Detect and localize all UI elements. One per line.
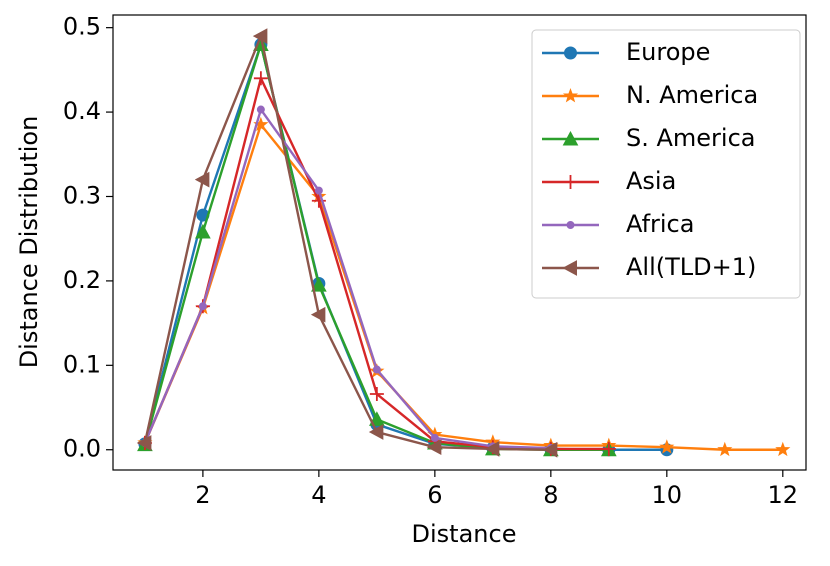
y-tick-label: 0.4 [63,97,101,125]
y-tick-label: 0.3 [63,181,101,209]
marker [775,441,791,457]
marker [426,439,442,456]
legend-label: Europe [626,38,710,66]
x-axis-label: Distance [412,520,517,548]
y-tick-label: 0.1 [63,350,101,378]
marker [659,439,675,454]
marker [198,302,207,311]
x-tick-label: 10 [652,481,683,509]
legend-label: N. America [626,81,758,109]
x-tick-label: 2 [195,481,210,509]
marker [314,186,323,195]
marker [136,435,152,451]
y-tick-label: 0.0 [63,435,101,463]
series-line [143,31,551,451]
marker [310,306,326,323]
series-line [143,122,783,451]
marker [562,88,579,103]
marker [256,105,265,114]
marker [372,365,381,374]
marker [562,130,579,146]
y-tick-label: 0.2 [63,266,101,294]
marker [564,46,577,60]
marker [562,260,577,276]
series-line [143,106,551,450]
legend-label: All(TLD+1) [626,253,756,281]
marker [430,433,439,442]
legend-label: S. America [626,124,756,152]
x-tick-label: 12 [768,481,799,509]
marker [311,277,327,292]
marker [369,411,385,426]
x-tick-label: 4 [311,481,326,509]
marker [717,441,733,457]
y-tick-label: 0.5 [63,13,101,41]
x-tick-label: 6 [427,481,442,509]
marker [194,171,210,188]
marker [542,441,558,458]
legend-label: Africa [626,210,694,238]
y-axis-label: Distance Distribution [15,116,43,369]
marker [601,441,616,456]
x-tick-label: 8 [543,481,558,509]
marker [484,441,500,457]
marker [566,221,575,229]
marker [563,175,578,189]
marker [311,193,326,208]
legend-label: Asia [626,167,676,195]
marker [369,387,384,402]
marker [195,223,211,239]
marker [368,424,384,440]
marker [252,28,268,44]
marker [253,71,268,86]
plot-frame [112,14,807,471]
